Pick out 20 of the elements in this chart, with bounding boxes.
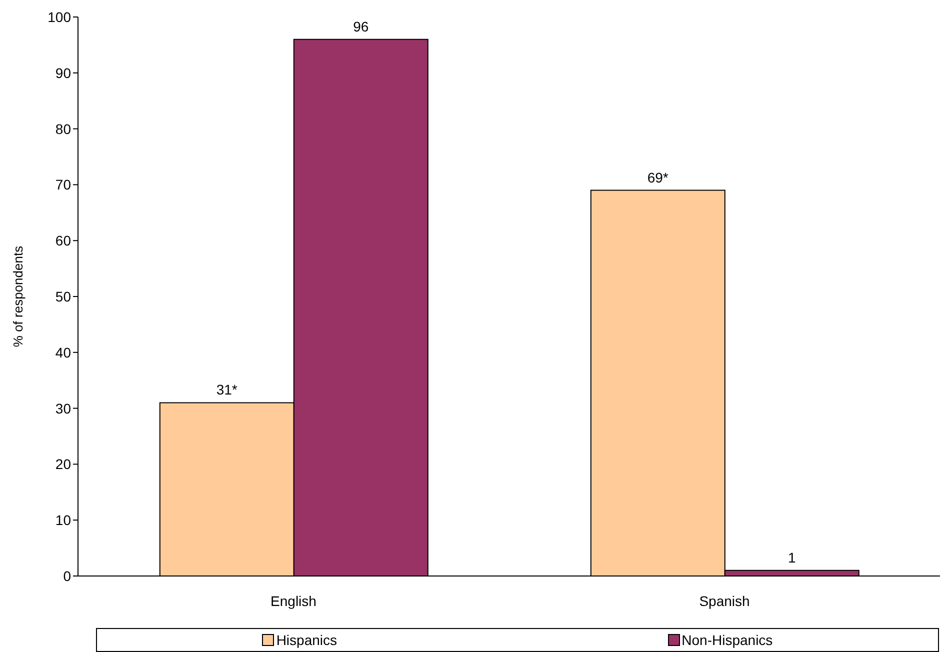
y-tick-label: 80 [55, 120, 72, 137]
data-label: 96 [353, 18, 369, 34]
y-tick-label: 60 [55, 232, 72, 249]
data-label: 1 [788, 549, 796, 566]
x-tick-label: Spanish [699, 592, 750, 609]
y-tick-label: 50 [55, 288, 72, 304]
y-tick-label: 10 [55, 512, 72, 528]
y-tick-label: 20 [55, 456, 72, 472]
y-tick-label: 90 [55, 64, 72, 81]
y-tick-label: 70 [55, 176, 72, 193]
data-label: 69* [647, 169, 669, 186]
x-tick-label: English [270, 592, 316, 609]
y-tick-label: 100 [48, 8, 72, 25]
y-tick-label: 40 [55, 344, 72, 360]
legend-label: Hispanics [275, 632, 338, 648]
y-axis-title: % of respondents [10, 245, 26, 348]
legend-label: Non-Hispanics [680, 632, 773, 648]
y-tick-label: 30 [55, 400, 72, 416]
data-label: 31* [216, 382, 238, 398]
y-tick-label: 0 [63, 568, 72, 584]
